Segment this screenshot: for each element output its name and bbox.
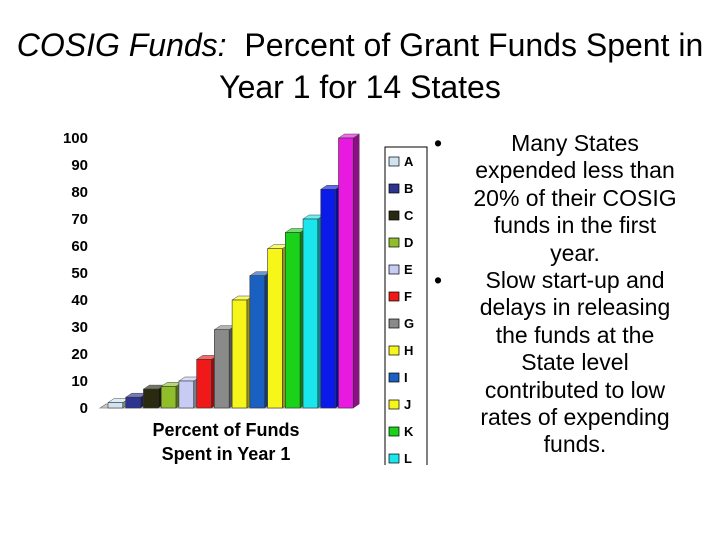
y-tick-label: 50	[71, 265, 88, 282]
legend-box	[384, 146, 428, 465]
y-tick-label: 80	[71, 184, 88, 201]
y-tick-label: 40	[71, 292, 88, 309]
legend-label: B	[404, 181, 413, 196]
y-tick-label: 100	[63, 130, 88, 147]
x-axis-label-line: Spent in Year 1	[162, 444, 291, 464]
legend-label: G	[404, 316, 414, 331]
legend-label: D	[404, 235, 413, 250]
y-tick-label: 70	[71, 211, 88, 228]
legend-label: C	[404, 208, 414, 223]
legend-label: L	[404, 451, 412, 465]
legend-label: K	[404, 424, 414, 439]
title-italic-part: COSIG Funds:	[16, 27, 227, 63]
legend-swatch	[388, 453, 400, 464]
legend-swatch	[388, 291, 400, 302]
x-axis-label-line: Percent of Funds	[152, 420, 299, 440]
bullet-item-2: Slow start-up and delays in releasing th…	[434, 267, 684, 459]
legend-label: A	[404, 154, 414, 169]
legend-swatch	[388, 318, 400, 329]
legend-swatch	[388, 210, 400, 221]
legend-label: I	[404, 370, 408, 385]
y-tick-label: 0	[80, 400, 88, 417]
legend-swatch	[388, 426, 400, 437]
legend-swatch	[388, 372, 400, 383]
y-tick-label: 20	[71, 346, 88, 363]
legend-swatch	[388, 345, 400, 356]
legend-label: H	[404, 343, 413, 358]
y-tick-label: 60	[71, 238, 88, 255]
legend-swatch	[388, 183, 400, 194]
legend-label: J	[404, 397, 411, 412]
slide-title: COSIG Funds: Percent of Grant Funds Spen…	[0, 24, 720, 108]
legend-label: E	[404, 262, 413, 277]
legend-swatch	[388, 237, 400, 248]
legend-swatch	[388, 264, 400, 275]
legend-label: F	[404, 289, 412, 304]
bar-n	[337, 133, 361, 409]
title-main-part: Percent of Grant Funds Spent in Year 1 f…	[219, 27, 704, 105]
y-tick-label: 30	[71, 319, 88, 336]
bullet-list: Many States expended less than 20% of th…	[434, 130, 684, 459]
y-tick-label: 90	[71, 157, 88, 174]
y-tick-label: 10	[71, 373, 88, 390]
bullet-item-1: Many States expended less than 20% of th…	[434, 130, 684, 267]
legend-swatch	[388, 156, 400, 167]
legend-swatch	[388, 399, 400, 410]
